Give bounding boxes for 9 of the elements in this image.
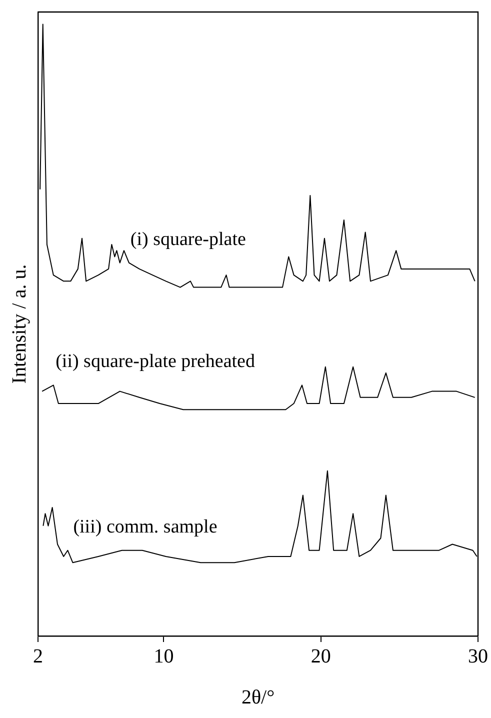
- x-tick-label: 20: [310, 645, 331, 668]
- x-tick-label: 2: [33, 645, 43, 668]
- x-tick-label: 10: [154, 645, 174, 668]
- series-label: (ii) square-plate preheated: [56, 351, 256, 372]
- x-tick-label: 30: [468, 645, 488, 668]
- series-label: (iii) comm. sample: [73, 516, 218, 538]
- x-axis-title: 2θ/°: [241, 686, 275, 708]
- y-axis-title: Intensity / a. u.: [8, 264, 30, 384]
- series-label: (i) square-plate: [130, 228, 246, 250]
